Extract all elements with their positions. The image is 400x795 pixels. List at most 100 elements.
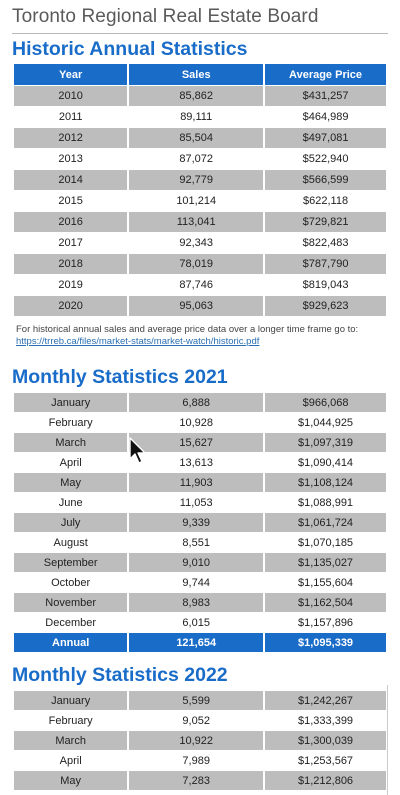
average-price-cell: $1,242,267: [265, 691, 386, 711]
label-cell: 2018: [14, 254, 130, 275]
monthly-2021-row: August 8,551 $1,070,185: [14, 533, 386, 553]
historic-row: 2016 113,041 $729,821: [14, 212, 386, 233]
historic-row: 2017 92,343 $822,483: [14, 233, 386, 254]
sales-cell: 9,744: [129, 573, 266, 593]
label-cell: May: [14, 771, 130, 791]
annual-average-price-cell: $1,095,339: [265, 633, 386, 653]
sales-cell: 87,746: [129, 275, 266, 296]
average-price-cell: $929,623: [265, 296, 386, 317]
label-cell: March: [14, 731, 130, 751]
average-price-column-header: Average Price: [265, 64, 386, 86]
historic-row: 2012 85,504 $497,081: [14, 128, 386, 149]
label-cell: 2019: [14, 275, 130, 296]
sales-cell: 95,063: [129, 296, 266, 317]
historic-row: 2019 87,746 $819,043: [14, 275, 386, 296]
sales-column-header: Sales: [129, 64, 266, 86]
sales-cell: 6,015: [129, 613, 266, 633]
year-column-header: Year: [14, 64, 130, 86]
historic-note: For historical annual sales and average …: [16, 324, 386, 348]
average-price-cell: $1,155,604: [265, 573, 386, 593]
historic-table: Year Sales Average Price 2010 85,862 $431,…: [14, 64, 386, 317]
label-cell: August: [14, 533, 130, 553]
sales-cell: 10,922: [129, 731, 266, 751]
historic-row: 2014 92,779 $566,599: [14, 170, 386, 191]
sales-cell: 101,214: [129, 191, 266, 212]
sales-cell: 85,862: [129, 86, 266, 107]
monthly-2021-row: December 6,015 $1,157,896: [14, 613, 386, 633]
average-price-cell: $787,790: [265, 254, 386, 275]
label-cell: February: [14, 413, 130, 433]
average-price-cell: $1,162,504: [265, 593, 386, 613]
average-price-cell: $1,097,319: [265, 433, 386, 453]
label-cell: April: [14, 751, 130, 771]
monthly-2022-row: April 7,989 $1,253,567: [14, 751, 386, 771]
average-price-cell: $464,989: [265, 107, 386, 128]
monthly-2022-table: January 5,599 $1,242,267 February 9,052 $1,33…: [14, 691, 386, 791]
monthly-2022-title: Monthly Statistics 2022: [12, 664, 228, 686]
sales-cell: 11,053: [129, 493, 266, 513]
label-cell: 2017: [14, 233, 130, 254]
board-title: Toronto Regional Real Estate Board: [12, 6, 319, 27]
monthly-2021-row: November 8,983 $1,162,504: [14, 593, 386, 613]
label-cell: February: [14, 711, 130, 731]
average-price-cell: $1,061,724: [265, 513, 386, 533]
average-price-cell: $1,333,399: [265, 711, 386, 731]
historic-row: 2018 78,019 $787,790: [14, 254, 386, 275]
sales-cell: 9,339: [129, 513, 266, 533]
monthly-2021-title: Monthly Statistics 2021: [12, 366, 228, 388]
label-cell: January: [14, 691, 130, 711]
average-price-cell: $622,118: [265, 191, 386, 212]
label-cell: April: [14, 453, 130, 473]
average-price-cell: $1,135,027: [265, 553, 386, 573]
average-price-cell: $1,108,124: [265, 473, 386, 493]
monthly-2021-row: January 6,888 $966,068: [14, 393, 386, 413]
label-cell: March: [14, 433, 130, 453]
label-cell: 2014: [14, 170, 130, 191]
average-price-cell: $1,088,991: [265, 493, 386, 513]
historic-row: 2010 85,862 $431,257: [14, 86, 386, 107]
average-price-cell: $1,044,925: [265, 413, 386, 433]
monthly-2022-row: March 10,922 $1,300,039: [14, 731, 386, 751]
monthly-2022-row: February 9,052 $1,333,399: [14, 711, 386, 731]
sales-cell: 6,888: [129, 393, 266, 413]
average-price-cell: $497,081: [265, 128, 386, 149]
monthly-2021-row: July 9,339 $1,061,724: [14, 513, 386, 533]
sales-cell: 9,052: [129, 711, 266, 731]
label-cell: May: [14, 473, 130, 493]
historic-data-link[interactable]: https://trreb.ca/files/market-stats/mark…: [16, 336, 260, 347]
sales-cell: 85,504: [129, 128, 266, 149]
monthly-2021-row: April 13,613 $1,090,414: [14, 453, 386, 473]
average-price-cell: $1,090,414: [265, 453, 386, 473]
annual-sales-cell: 121,654: [129, 633, 266, 653]
average-price-cell: $1,212,806: [265, 771, 386, 791]
label-cell: October: [14, 573, 130, 593]
label-cell: November: [14, 593, 130, 613]
sales-cell: 78,019: [129, 254, 266, 275]
sales-cell: 15,627: [129, 433, 266, 453]
label-cell: 2010: [14, 86, 130, 107]
label-cell: 2012: [14, 128, 130, 149]
monthly-2021-table: January 6,888 $966,068 February 10,928 $1,044…: [14, 393, 386, 653]
average-price-cell: $819,043: [265, 275, 386, 296]
monthly-2021-row: September 9,010 $1,135,027: [14, 553, 386, 573]
average-price-cell: $1,300,039: [265, 731, 386, 751]
average-price-cell: $822,483: [265, 233, 386, 254]
sales-cell: 89,111: [129, 107, 266, 128]
sales-cell: 87,072: [129, 149, 266, 170]
average-price-cell: $431,257: [265, 86, 386, 107]
historic-row: 2020 95,063 $929,623: [14, 296, 386, 317]
average-price-cell: $1,253,567: [265, 751, 386, 771]
average-price-cell: $566,599: [265, 170, 386, 191]
sales-cell: 9,010: [129, 553, 266, 573]
mouse-pointer-icon: [129, 437, 146, 464]
historic-row: 2011 89,111 $464,989: [14, 107, 386, 128]
sales-cell: 92,343: [129, 233, 266, 254]
sales-cell: 8,983: [129, 593, 266, 613]
label-cell: 2011: [14, 107, 130, 128]
average-price-cell: $1,157,896: [265, 613, 386, 633]
annual-label-cell: Annual: [14, 633, 130, 653]
label-cell: June: [14, 493, 130, 513]
title-divider: [12, 33, 388, 34]
average-price-cell: $1,070,185: [265, 533, 386, 553]
page-edge-line: [387, 685, 388, 795]
